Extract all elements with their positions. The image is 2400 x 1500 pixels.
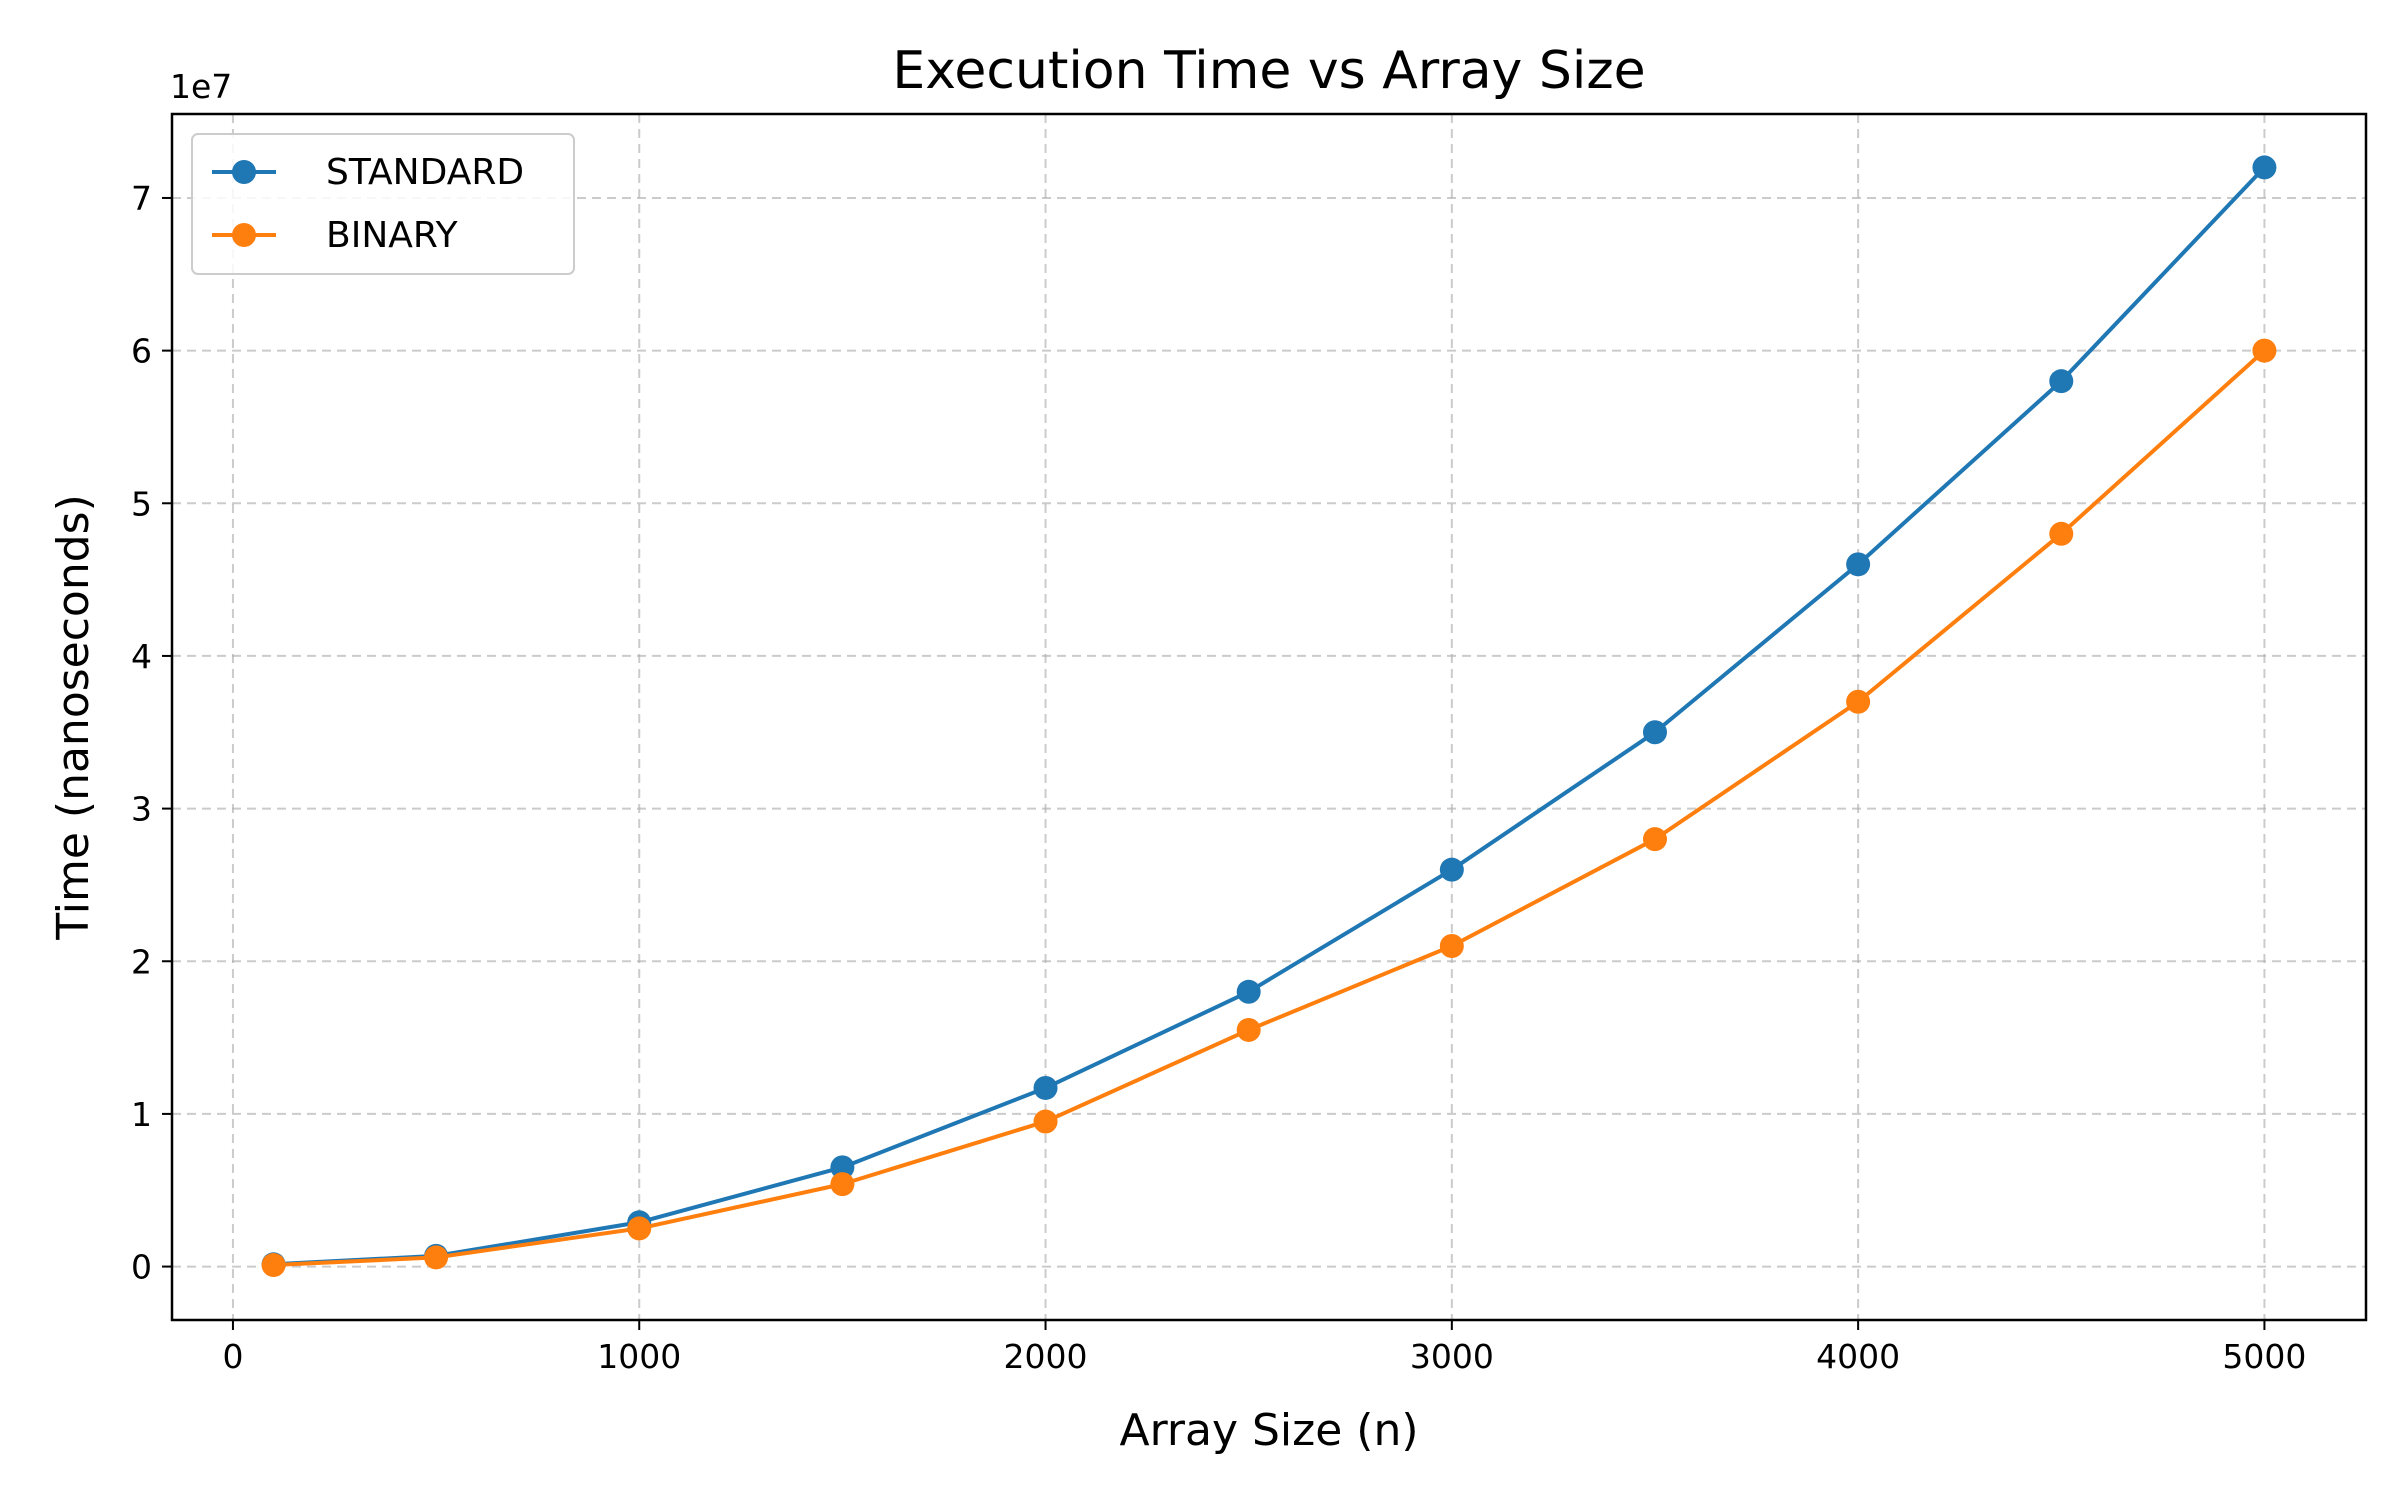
x-tick-label: 1000 — [597, 1337, 681, 1376]
y-tick-label: 6 — [131, 332, 152, 371]
y-tick-label: 7 — [131, 179, 152, 218]
y-tick-label: 4 — [131, 637, 152, 676]
x-tick-label: 5000 — [2222, 1337, 2306, 1376]
legend-label-standard: STANDARD — [326, 152, 524, 193]
data-point-standard — [1642, 720, 1667, 745]
data-point-standard — [1033, 1075, 1058, 1100]
data-point-binary — [1033, 1109, 1058, 1134]
legend-marker-binary — [232, 223, 256, 247]
y-tick-label: 1 — [131, 1095, 152, 1134]
data-point-binary — [1439, 933, 1464, 958]
plot-frame — [170, 112, 2368, 1322]
data-point-binary — [2252, 338, 2277, 363]
data-point-standard — [830, 1155, 855, 1180]
y-axis-offset-label: 1e7 — [170, 67, 232, 106]
data-point-binary — [1846, 689, 1871, 714]
data-point-binary — [1236, 1017, 1261, 1042]
x-tick-label: 0 — [222, 1337, 243, 1376]
data-point-standard — [2252, 155, 2277, 180]
data-point-standard — [2049, 369, 2074, 394]
ticks: 0 1000 2000 3000 4000 5000 0 1 2 3 4 5 6 7 — [131, 179, 2306, 1376]
x-axis-label: Array Size (n) — [1119, 1405, 1418, 1456]
series-layer — [261, 155, 2277, 1278]
legend: STANDARD BINARY — [191, 133, 575, 275]
legend-item-binary: BINARY — [212, 215, 459, 256]
y-tick-label: 0 — [131, 1248, 152, 1287]
x-tick-label: 3000 — [1410, 1337, 1494, 1376]
legend-item-standard: STANDARD — [212, 152, 524, 193]
data-point-binary — [1642, 827, 1667, 852]
y-tick-label: 2 — [131, 942, 152, 981]
chart-title: Execution Time vs Array Size — [892, 41, 1645, 101]
data-point-binary — [261, 1253, 286, 1278]
data-point-binary — [424, 1245, 449, 1270]
data-point-standard — [1236, 979, 1261, 1004]
y-axis-label: Time (nanoseconds) — [48, 494, 99, 941]
data-point-standard — [1846, 552, 1871, 577]
x-tick-label: 4000 — [1816, 1337, 1900, 1376]
y-tick-label: 5 — [131, 484, 152, 523]
data-point-standard — [1439, 857, 1464, 882]
y-tick-label: 3 — [131, 790, 152, 829]
x-tick-label: 2000 — [1004, 1337, 1088, 1376]
data-point-binary — [2049, 521, 2074, 546]
data-point-binary — [830, 1172, 855, 1197]
legend-frame — [191, 133, 575, 275]
legend-label-binary: BINARY — [326, 215, 459, 256]
legend-marker-standard — [232, 160, 256, 184]
data-point-binary — [627, 1216, 652, 1241]
